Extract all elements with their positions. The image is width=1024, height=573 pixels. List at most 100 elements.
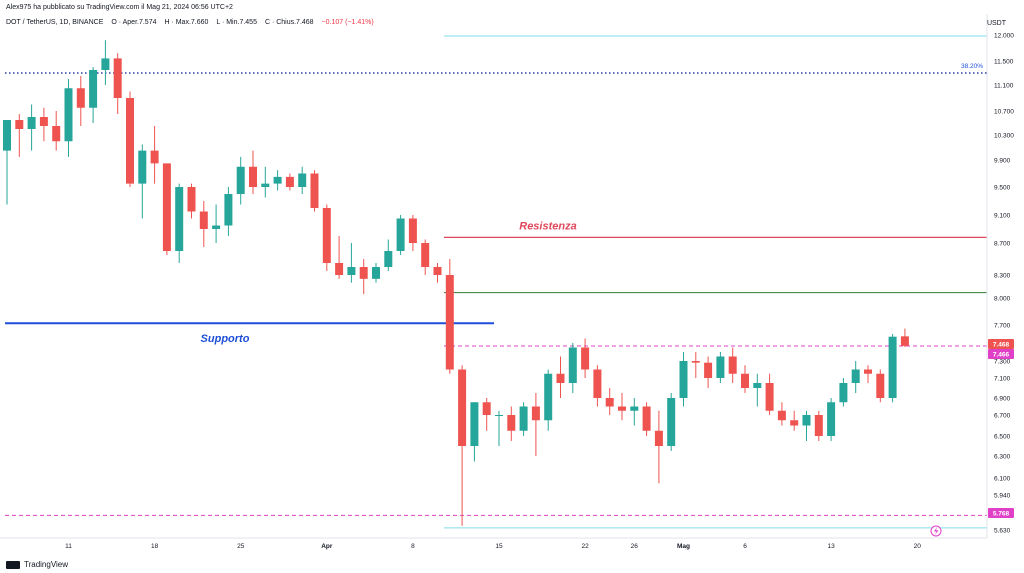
candle <box>273 170 282 191</box>
candle-body <box>667 398 676 446</box>
price-badge-label: 5.768 <box>993 511 1010 518</box>
candle <box>335 236 344 279</box>
candle <box>285 173 294 191</box>
price-axis[interactable]: 12.000 11.500 11.100 10.700 10.300 9.900 9.500… <box>994 33 1014 535</box>
candle <box>187 183 196 219</box>
time-tick-label: 25 <box>237 543 245 550</box>
candle <box>39 107 48 142</box>
candle-body <box>27 117 36 129</box>
symbol-name[interactable]: DOT / TetherUS, 1D, BINANCE <box>6 19 104 26</box>
candle-body <box>187 187 196 212</box>
price-tick-label: 7.300 <box>994 359 1011 366</box>
candle-body <box>310 173 319 208</box>
candle <box>802 410 811 441</box>
level-label: Supporto <box>201 333 250 345</box>
candle-body <box>900 336 909 346</box>
candle-body <box>372 267 380 279</box>
candle <box>27 104 36 151</box>
candle <box>790 410 799 431</box>
candle-body <box>741 373 749 388</box>
price-tick-label: 6.500 <box>994 434 1011 441</box>
candle-body <box>544 373 553 421</box>
price-tick-label: 8.300 <box>994 273 1011 280</box>
candle <box>691 352 700 378</box>
candle <box>777 402 786 426</box>
candle <box>679 352 688 407</box>
candle-body <box>273 176 282 184</box>
ohlc-open: O · Aper.7.574 <box>111 19 157 26</box>
candle-body <box>568 347 577 383</box>
candle <box>568 343 577 393</box>
time-tick-label: 6 <box>743 543 747 550</box>
candle-body <box>507 415 516 431</box>
price-tick-label: 9.900 <box>994 158 1011 165</box>
candle-body <box>175 187 184 251</box>
candle-body <box>618 406 626 411</box>
time-tick-label: 8 <box>411 543 415 550</box>
candle-body <box>236 166 245 194</box>
candle-body <box>876 373 885 398</box>
candle <box>445 259 454 374</box>
candle-body <box>445 275 454 370</box>
currency-label[interactable]: USDT <box>986 20 1006 27</box>
candle <box>212 204 221 243</box>
time-axis[interactable]: 11 18 25 Apr 8 15 22 26 Mag 6 13 20 <box>65 543 921 550</box>
price-badge-label: 7.466 <box>993 352 1010 359</box>
candle <box>126 91 134 187</box>
price-tick-label: 5.630 <box>994 528 1011 535</box>
ohlc-close: C · Chius.7.468 <box>264 19 314 26</box>
candle <box>396 215 405 255</box>
candle-body <box>150 150 159 164</box>
candle <box>372 263 380 283</box>
ohlc-high: H · Max.7.660 <box>164 19 209 26</box>
candle <box>900 328 909 348</box>
candle <box>150 126 159 184</box>
candle <box>15 114 24 157</box>
candle-body <box>753 383 762 388</box>
candle <box>458 365 467 526</box>
candle <box>716 352 725 383</box>
price-badge-label: 7.468 <box>993 342 1010 349</box>
candle <box>138 144 147 219</box>
price-badge <box>988 349 1014 359</box>
candle-body <box>52 126 61 142</box>
candle-body <box>298 173 307 187</box>
candle-body <box>322 208 331 263</box>
lightning-icon[interactable] <box>930 525 942 537</box>
price-tick-label: 5.940 <box>994 493 1011 500</box>
time-tick-label: 11 <box>65 543 72 550</box>
candle-body <box>605 398 614 407</box>
candle <box>347 243 356 283</box>
price-tick-label: 10.300 <box>994 133 1014 140</box>
candle <box>851 361 860 393</box>
candle <box>359 259 368 295</box>
candle <box>667 393 676 451</box>
candle <box>261 166 270 198</box>
candle <box>888 334 897 403</box>
price-tick-label: 7.700 <box>994 323 1011 330</box>
time-tick-label: 22 <box>581 543 589 550</box>
footer-brand-text: TradingView <box>24 560 69 569</box>
candle-body <box>199 211 208 229</box>
tradingview-logo-icon <box>6 560 20 569</box>
candle-body <box>691 361 700 363</box>
candle <box>839 378 848 407</box>
price-tick-label: 6.700 <box>994 413 1011 420</box>
price-tick-label: 8.700 <box>994 241 1011 248</box>
candle <box>408 215 417 251</box>
price-badges: 7.468 7.466 5.768 <box>988 339 1014 518</box>
price-tick-label: 9.100 <box>994 213 1011 220</box>
candle <box>482 398 491 431</box>
candle-body <box>630 406 639 411</box>
candle-body <box>864 369 872 374</box>
candle-body <box>396 218 405 251</box>
candle <box>581 338 590 378</box>
candle <box>654 410 663 484</box>
candle <box>224 187 233 236</box>
footer-brand[interactable]: TradingView <box>6 560 68 569</box>
candle-body <box>162 163 171 251</box>
candle-body <box>249 166 257 187</box>
candle-body <box>458 369 467 446</box>
candle <box>864 365 872 383</box>
